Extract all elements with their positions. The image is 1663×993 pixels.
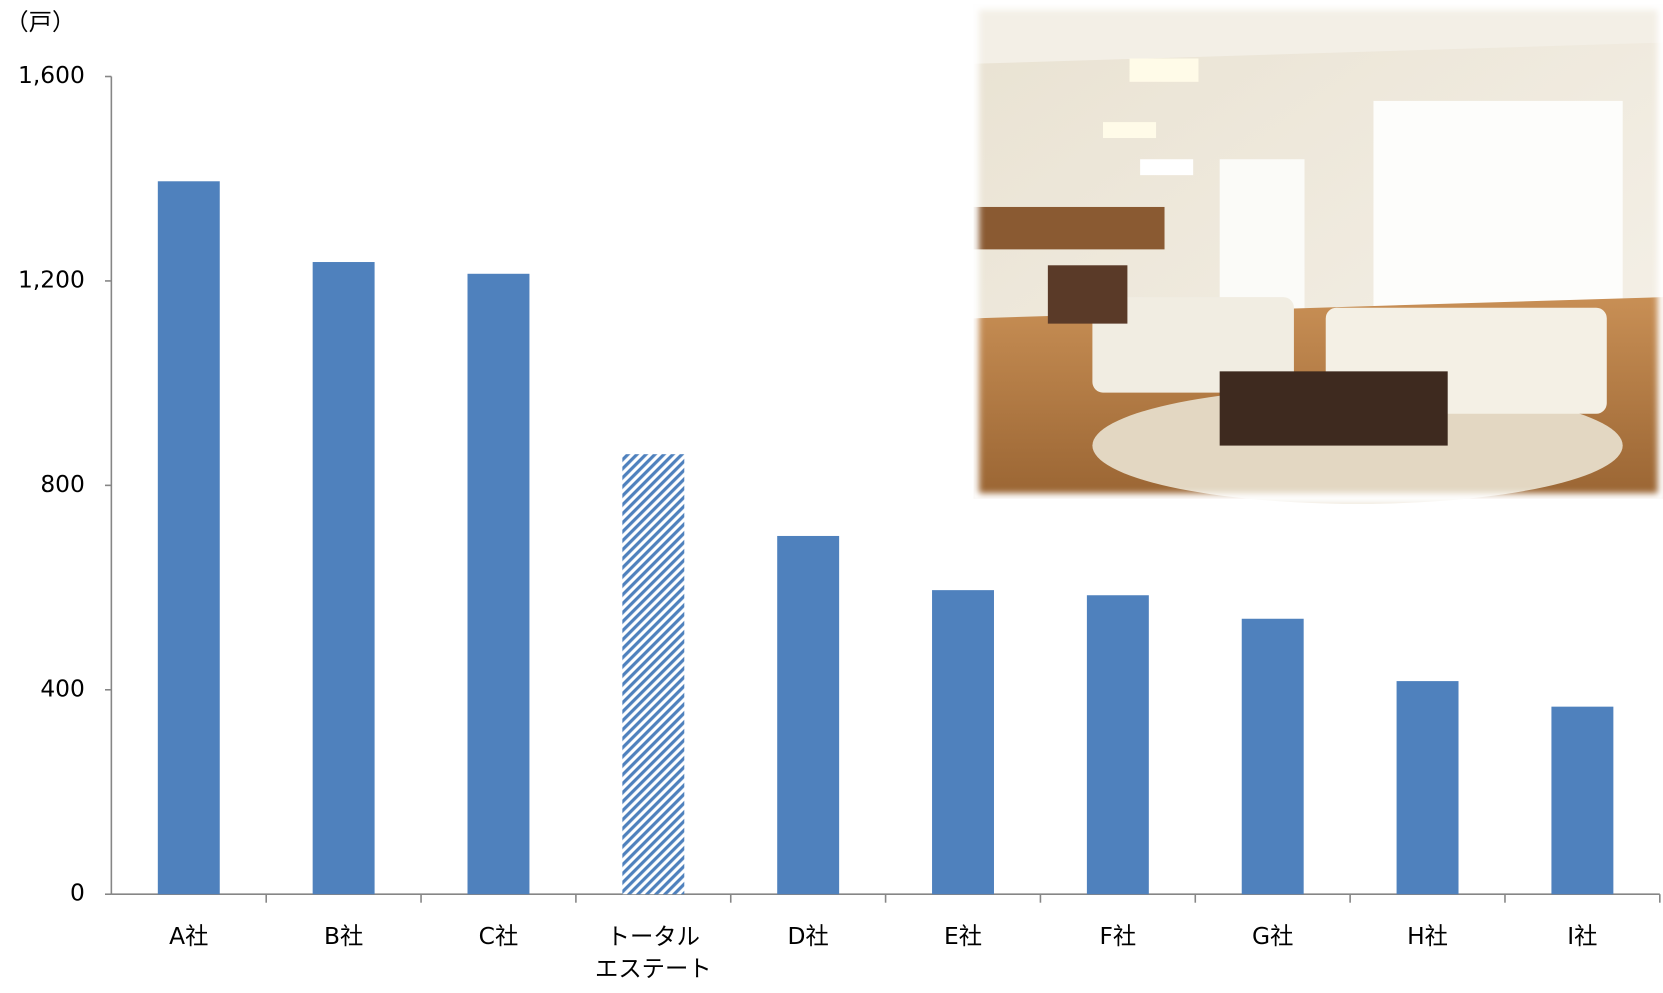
bar: [157, 181, 220, 895]
x-tick-label: B社: [324, 922, 363, 950]
x-tick-label: C社: [479, 922, 519, 950]
bar: [932, 590, 994, 895]
x-tick-label: G社: [1252, 922, 1293, 950]
y-tick-label: 0: [70, 879, 85, 907]
y-tick-label: 400: [40, 674, 85, 702]
y-tick-label: 1,200: [18, 265, 85, 293]
y-tick-label: 1,600: [18, 61, 85, 89]
bar: [777, 535, 840, 895]
bar: [1241, 618, 1304, 895]
x-tick-label: E社: [944, 922, 982, 950]
x-tick-label: D社: [788, 922, 829, 950]
x-tick-label: F社: [1099, 922, 1136, 950]
bar: [1086, 595, 1149, 895]
photo: [968, 0, 1663, 504]
x-tick-label: I社: [1567, 922, 1597, 950]
x-tick-label: H社: [1407, 922, 1448, 950]
x-tick-label: トータルエステート: [595, 922, 712, 982]
unit-label: （戸）: [5, 8, 75, 36]
bar: [312, 262, 375, 895]
bar: [1551, 706, 1614, 895]
x-tick-label: A社: [169, 922, 208, 950]
bar: [1396, 681, 1459, 895]
bar: [622, 454, 685, 895]
y-tick-label: 800: [40, 470, 85, 498]
bar: [467, 273, 530, 895]
